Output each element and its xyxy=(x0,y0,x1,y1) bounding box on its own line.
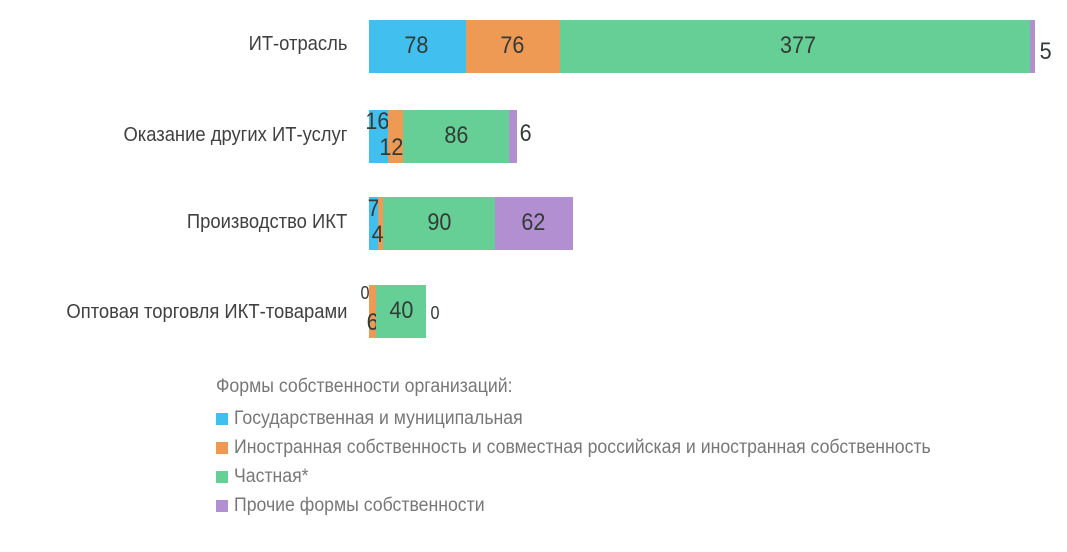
bar-ict-production: 7 4 90 62 xyxy=(367,195,573,250)
segment-other: 62 xyxy=(495,197,573,250)
value-label: 62 xyxy=(521,209,546,236)
category-label-other-it-services: Оказание других ИТ-услуг xyxy=(123,124,347,146)
value-label: 7 xyxy=(367,195,380,222)
category-label-ict-production: Производство ИКТ xyxy=(186,211,347,233)
segment-other: 6 xyxy=(509,110,532,163)
segment-other: 5 xyxy=(1030,20,1052,73)
swatch-icon xyxy=(216,412,228,425)
bar-other-it-services: 16 12 86 6 xyxy=(365,108,532,163)
legend-item-foreign: Иностранная собственность и совместная р… xyxy=(216,433,983,462)
value-label: 40 xyxy=(389,297,414,324)
segment-state: 78 xyxy=(369,20,466,73)
segment-foreign: 76 xyxy=(466,20,560,73)
value-label: 90 xyxy=(427,209,452,236)
segment-foreign: 6 xyxy=(366,285,379,338)
legend-label: Прочие формы собственности xyxy=(234,494,485,516)
segment-private: 86 xyxy=(403,110,509,163)
legend-label: Частная* xyxy=(234,465,309,487)
legend-label: Иностранная собственность и совместная р… xyxy=(234,436,931,458)
legend-item-state: Государственная и муниципальная xyxy=(216,404,983,433)
swatch-icon xyxy=(216,470,228,483)
value-label: 76 xyxy=(500,32,525,59)
bar-ict-wholesale: 0 6 40 0 xyxy=(361,283,440,338)
legend-item-private: Частная* xyxy=(216,462,983,491)
legend-title: Формы собственности организаций: xyxy=(216,376,513,397)
bar-it-industry: 78 76 377 5 xyxy=(369,20,1052,73)
segment-private: 40 xyxy=(376,285,426,338)
swatch-icon xyxy=(216,441,228,454)
value-label: 0 xyxy=(360,283,370,303)
value-label: 377 xyxy=(780,32,817,59)
legend: Формы собственности организаций: Государ… xyxy=(216,376,983,520)
segment-state: 7 xyxy=(367,195,380,250)
value-label: 6 xyxy=(366,309,379,336)
legend-item-other: Прочие формы собственности xyxy=(216,491,983,520)
segment-private: 90 xyxy=(383,197,495,250)
value-label: 12 xyxy=(379,134,404,161)
swatch-icon xyxy=(216,499,228,512)
segment-foreign: 4 xyxy=(372,197,384,250)
value-label: 86 xyxy=(444,122,469,149)
value-label: 0 xyxy=(430,303,440,323)
value-label: 78 xyxy=(404,32,429,59)
legend-label: Государственная и муниципальная xyxy=(234,407,523,429)
segment-private: 377 xyxy=(560,20,1030,73)
category-label-it-industry: ИТ-отрасль xyxy=(248,33,347,55)
category-label-ict-wholesale: Оптовая торговля ИКТ-товарами xyxy=(66,301,347,323)
value-label: 6 xyxy=(519,120,532,147)
value-label: 5 xyxy=(1039,38,1052,65)
segment-foreign: 12 xyxy=(379,110,403,163)
segment-state: 16 xyxy=(365,108,389,163)
value-label: 16 xyxy=(365,108,390,135)
value-label: 4 xyxy=(371,221,384,248)
